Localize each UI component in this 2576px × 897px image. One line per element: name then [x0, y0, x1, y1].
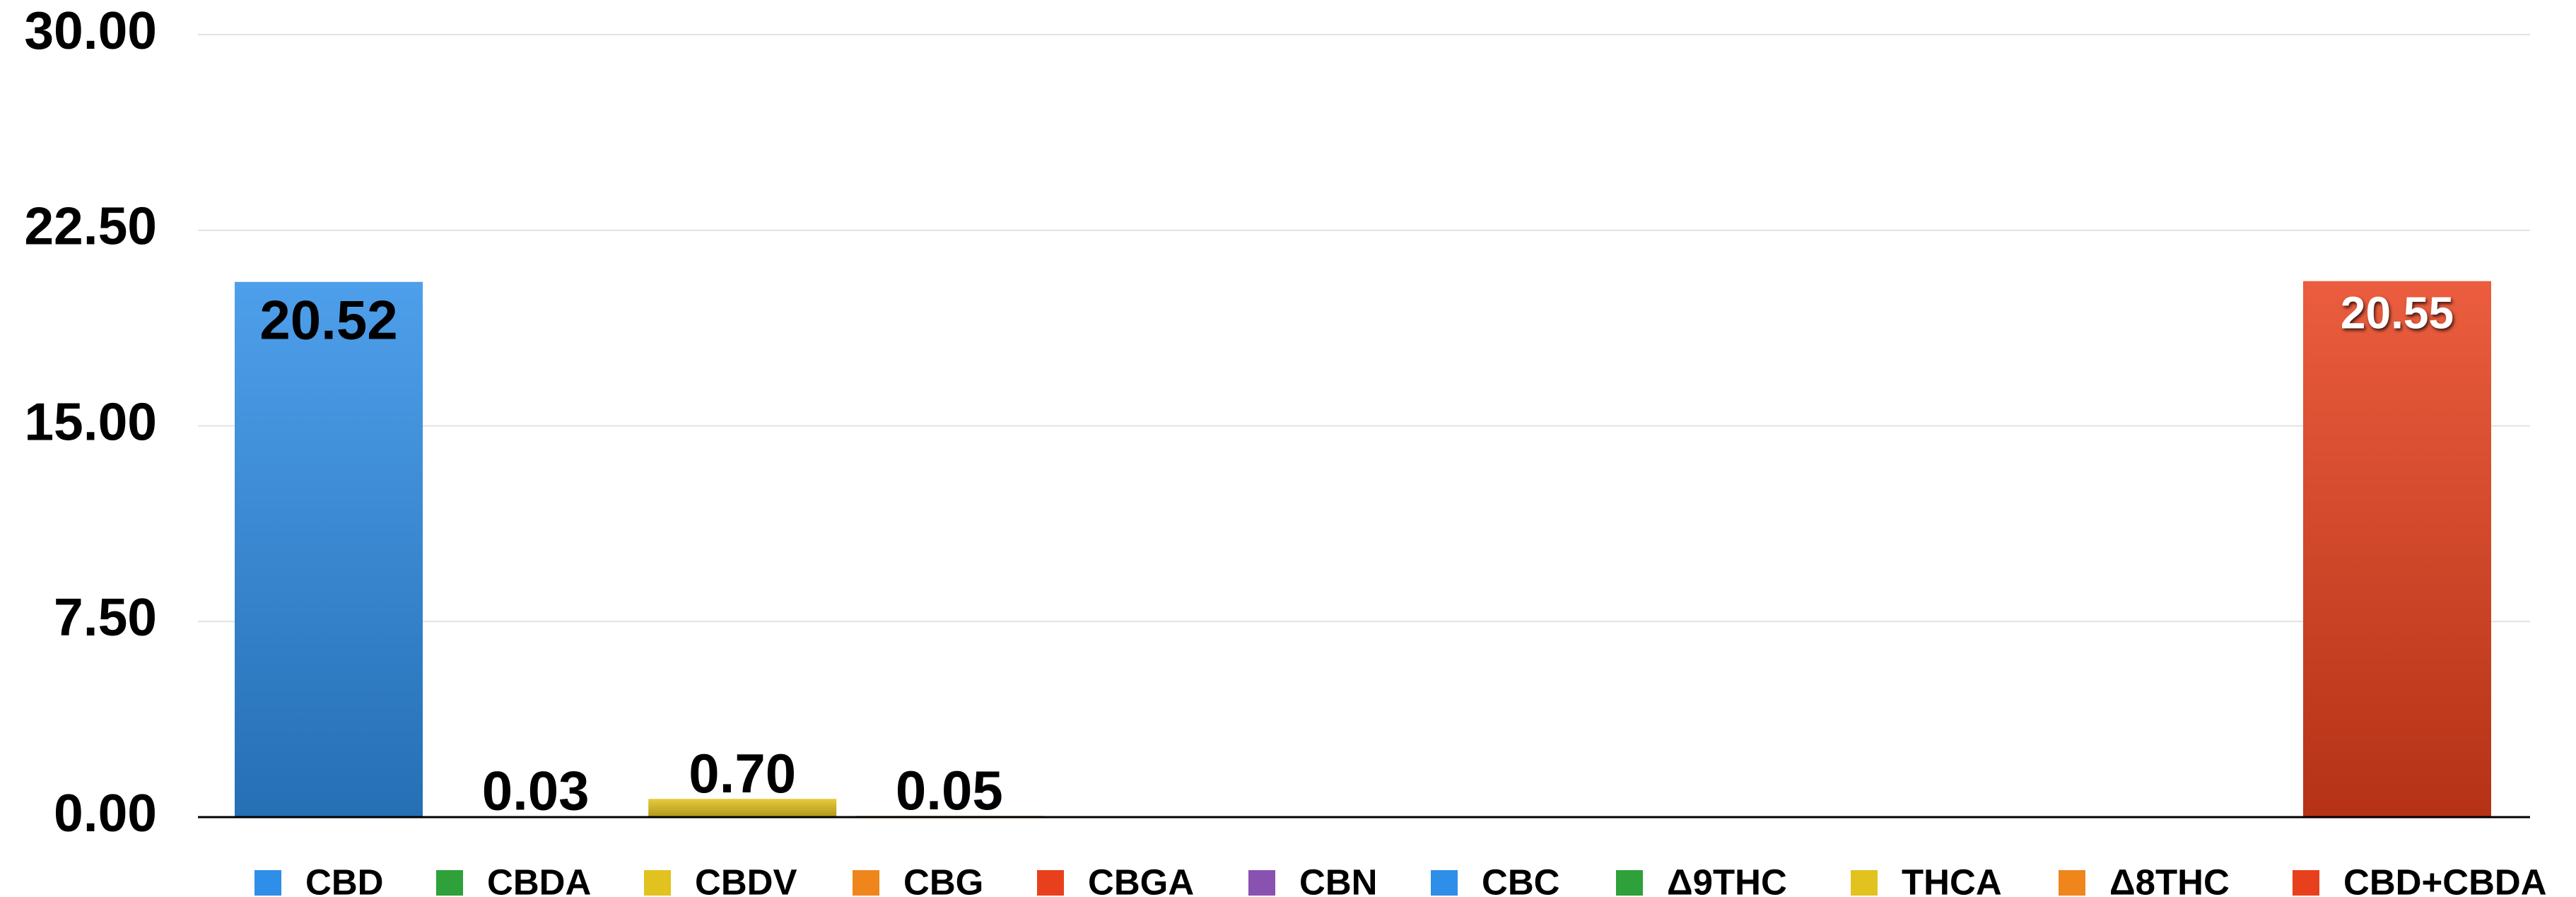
- legend-label: CBD+CBDA: [2343, 862, 2547, 897]
- legend-label: Δ9THC: [1667, 862, 1787, 897]
- legend-label: CBGA: [1088, 862, 1194, 897]
- bar: [648, 799, 837, 817]
- legend-swatch: [853, 870, 879, 896]
- y-tick-label: 0.00: [54, 783, 157, 843]
- y-tick-label: 7.50: [54, 587, 157, 647]
- legend-label: CBC: [1482, 862, 1560, 897]
- legend-swatch: [2059, 870, 2085, 896]
- bar: [235, 281, 423, 817]
- legend-swatch: [2293, 870, 2319, 896]
- data-label: 0.70: [689, 742, 796, 804]
- legend-swatch: [1248, 870, 1275, 896]
- data-label: 20.52: [259, 288, 397, 351]
- legend-label: CBG: [903, 862, 983, 897]
- legend-label: CBDA: [487, 862, 591, 897]
- legend-swatch: [1851, 870, 1878, 896]
- y-tick-label: 15.00: [24, 392, 157, 451]
- legend-swatch: [644, 870, 671, 896]
- legend-label: CBDV: [695, 862, 797, 897]
- y-tick-label: 30.00: [24, 1, 157, 60]
- data-label: 20.55: [2341, 288, 2454, 339]
- data-label: 0.05: [896, 759, 1003, 821]
- legend-swatch: [1431, 870, 1458, 896]
- data-label: 0.03: [482, 760, 590, 822]
- y-tick-label: 22.50: [24, 197, 157, 256]
- bar: [2303, 281, 2491, 818]
- legend-label: Δ8THC: [2109, 862, 2230, 897]
- legend-swatch: [254, 870, 281, 896]
- legend-swatch: [1037, 870, 1064, 896]
- legend-label: THCA: [1902, 862, 2002, 897]
- legend-label: CBN: [1299, 862, 1378, 897]
- legend-label: CBD: [305, 862, 384, 897]
- legend-swatch: [1616, 870, 1643, 896]
- legend-swatch: [436, 870, 463, 896]
